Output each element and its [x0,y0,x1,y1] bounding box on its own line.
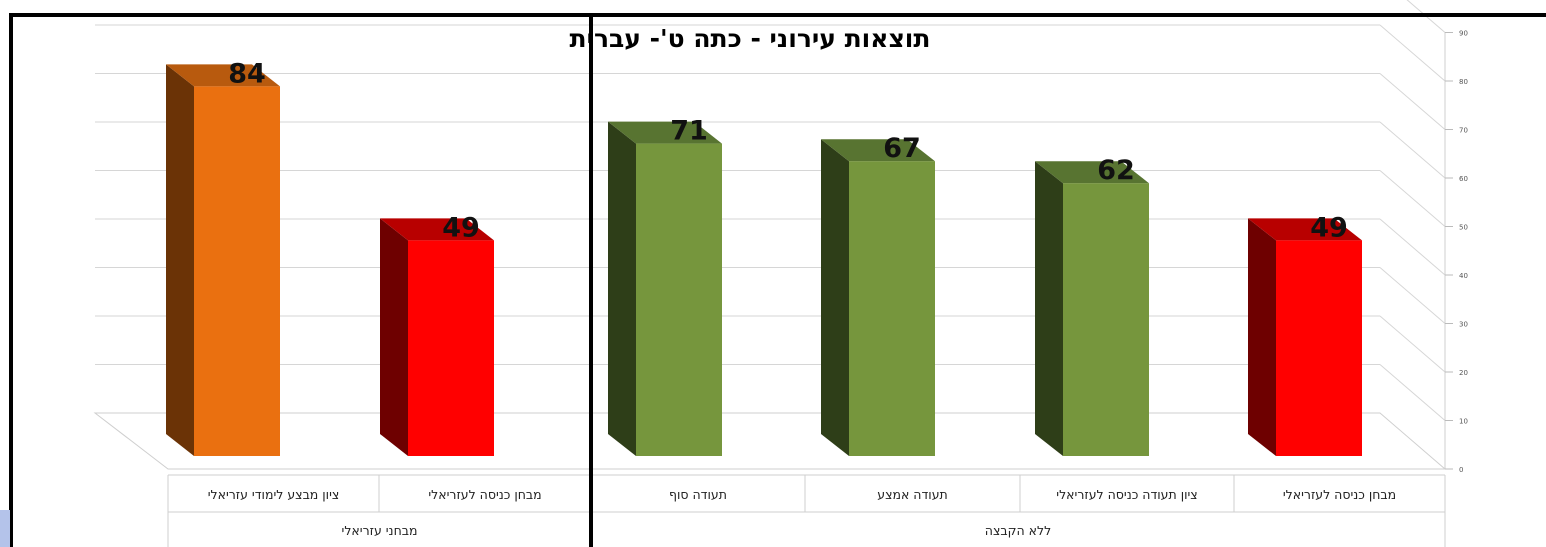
gridline-depth [1379,170,1446,227]
bar [849,161,935,456]
right-highlight-box [589,13,1546,547]
corner-tab [0,510,10,547]
y-tick-label: 0 [1459,466,1463,474]
bar-side [166,64,194,457]
labels-layer: 84 49 71 67 62 49 ציון מבצע לימודי עזריאלי מבחן… [208,58,1396,538]
data-label: 67 [883,133,921,164]
left-highlight-box [9,13,593,547]
bars-layer [166,64,1362,457]
bar-side [1035,161,1063,456]
grid-layer [93,0,1447,470]
y-tick-label: 10 [1459,418,1468,426]
x-tick-label: מבחן כניסה לעזריאלי [1283,487,1396,502]
bar-top [608,121,722,144]
gridline-depth [1379,121,1446,179]
data-label: 84 [228,58,266,89]
bar-top [1035,161,1149,184]
bar-top [380,218,494,241]
chart-floor [93,412,1447,470]
bar-side [821,139,849,456]
gridline-depth [1379,315,1446,373]
bar [194,86,280,457]
x-tick-label: תעודה אמצע [877,487,948,502]
gridline-depth [1379,267,1446,324]
y-tick-label: 60 [1459,175,1468,183]
data-label: 71 [670,116,708,147]
bar-top [166,64,280,87]
gridline-depth [1379,24,1446,82]
group-label: מבחני עזריאלי [342,523,418,538]
gridline-depth [1379,218,1446,276]
bar-side [608,121,636,456]
data-label: 62 [1097,155,1135,186]
y-tick-label: 40 [1459,272,1468,280]
bar [408,240,494,456]
y-tick-label: 80 [1459,78,1468,86]
data-label: 49 [1310,212,1348,243]
bar-side [1248,218,1276,456]
x-tick-label: מבחן כניסה לעזריאלי [428,487,541,502]
x-tick-label: ציון מבצע לימודי עזריאלי [208,487,340,502]
y-tick-label: 50 [1459,224,1468,232]
y-tick-label: 30 [1459,321,1468,329]
y-tick-label: 20 [1459,369,1468,377]
y-tick-label: 70 [1459,127,1468,135]
data-label: 49 [442,212,480,243]
x-tick-label: תעודה סוף [669,487,727,502]
highlight-frames [9,13,1546,547]
bar-top [821,139,935,162]
gridline-depth [1406,0,1446,33]
gridline-depth [1379,73,1446,130]
group-label: ללא הקבצה [985,523,1051,538]
bar [1063,183,1149,456]
gridline-depth [1379,364,1446,421]
chart-title: תוצאות עירוני - כתה ט'- עברית [570,24,931,53]
bar [1276,240,1362,456]
bar [636,143,722,456]
bar-side [380,218,408,456]
bar-top [1248,218,1362,241]
y-tick-label: 90 [1459,30,1468,38]
x-tick-label: ציון תעודה כניסה לעזריאלי [1056,487,1197,502]
